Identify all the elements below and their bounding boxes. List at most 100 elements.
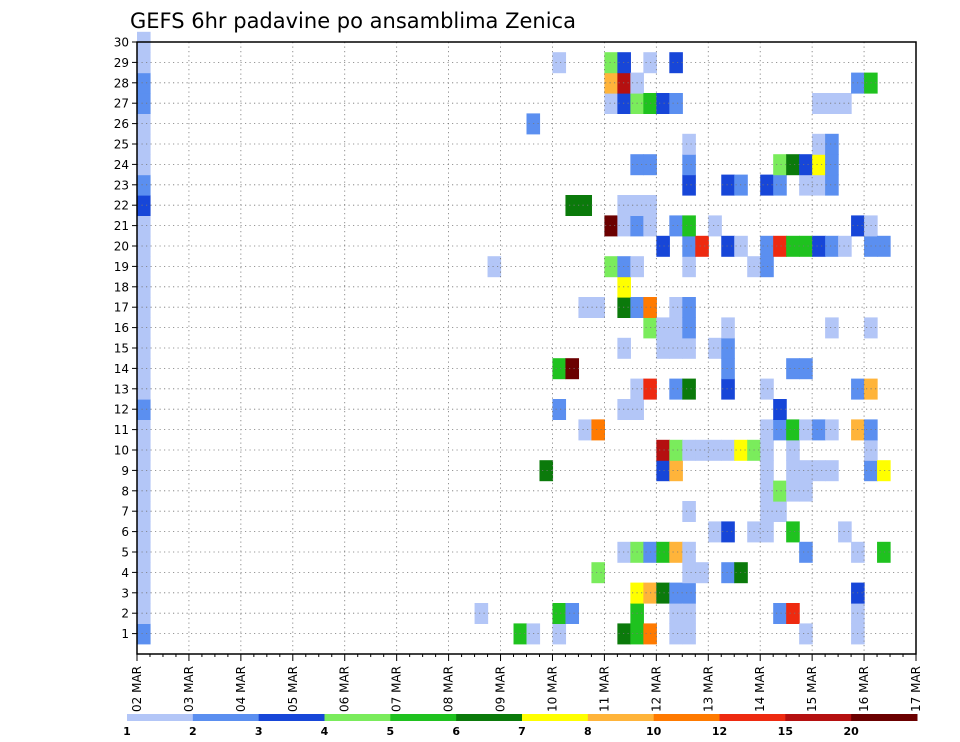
precip-cell [721, 521, 735, 543]
precip-cell [656, 337, 670, 359]
y-tick-label: 25 [114, 138, 129, 152]
y-tick-label: 14 [114, 362, 129, 376]
precip-cell [137, 113, 151, 135]
x-tick-label: 14 MAR [753, 666, 767, 712]
precip-cell [137, 52, 151, 74]
precip-cell [825, 460, 839, 482]
precip-cell [799, 235, 813, 257]
precip-cell [539, 460, 554, 482]
x-tick-label: 10 MAR [545, 666, 559, 712]
y-tick-label: 24 [114, 158, 129, 172]
precip-cell [669, 582, 683, 604]
precip-cell [682, 337, 696, 359]
precip-cell [137, 419, 151, 441]
precip-cell [669, 52, 683, 74]
precip-cell [760, 439, 774, 461]
legend-swatch [522, 714, 589, 721]
precip-cell [682, 215, 696, 237]
precip-cell [578, 419, 593, 441]
precip-cell [137, 276, 151, 298]
legend-label: 8 [584, 725, 592, 738]
precip-cell [721, 562, 735, 584]
legend-label: 5 [387, 725, 395, 738]
precip-cell [721, 317, 735, 339]
precip-cell [721, 174, 735, 196]
precip-cell [786, 154, 800, 176]
precip-cell [137, 154, 151, 176]
precip-cell [812, 460, 826, 482]
precip-cell [812, 93, 826, 114]
legend-swatch [587, 714, 655, 721]
y-tick-label: 15 [114, 342, 129, 356]
y-tick-label: 28 [114, 76, 129, 90]
precip-cell [552, 603, 567, 624]
legend-label: 12 [712, 725, 727, 738]
precip-cell [656, 439, 670, 461]
precip-cell [591, 562, 605, 584]
precip-cell [137, 256, 151, 278]
precip-cell [799, 174, 813, 196]
legend-swatch [785, 714, 852, 721]
precip-cell [552, 52, 567, 74]
precip-cell [708, 215, 722, 237]
x-tick-label: 07 MAR [390, 666, 404, 712]
legend-label: 4 [321, 725, 329, 738]
precip-cell [682, 501, 696, 522]
precip-cell [137, 541, 151, 563]
precip-cell [825, 174, 839, 196]
precip-cell [682, 297, 696, 318]
precip-cell [773, 501, 787, 522]
precip-cell [137, 133, 151, 155]
precip-cell [773, 419, 787, 441]
precip-cell [799, 623, 813, 645]
precip-cell [656, 582, 670, 604]
y-tick-label: 3 [121, 586, 129, 600]
precip-cell [137, 317, 151, 339]
precip-cell [682, 256, 696, 278]
precip-cell [137, 439, 151, 461]
precip-cell [656, 541, 670, 563]
legend-label: 3 [255, 725, 263, 738]
y-tick-label: 12 [114, 403, 129, 417]
x-tick-label: 06 MAR [338, 666, 352, 712]
legend: 1 2 3 4 5 6 7 8 10 12 15 20 [123, 714, 918, 738]
legend-swatch [258, 714, 325, 721]
precip-cell [137, 582, 151, 604]
precip-cell [825, 419, 839, 441]
precip-cell [565, 358, 580, 380]
precip-cell [669, 297, 683, 318]
legend-swatch [192, 714, 260, 721]
precip-cell [669, 541, 683, 563]
x-axis: 02 MAR 03 MAR 04 MAR 05 MAR 06 MAR 07 MAR 08 M… [130, 654, 923, 712]
x-tick-label: 09 MAR [494, 666, 508, 712]
precip-cell [604, 72, 618, 94]
legend-swatch [390, 714, 457, 721]
legend-swatch [851, 714, 918, 721]
precip-cell [773, 603, 787, 624]
precip-cell [838, 93, 852, 114]
y-tick-label: 20 [114, 240, 129, 254]
precip-cell [799, 358, 813, 380]
legend-label: 15 [778, 725, 793, 738]
precip-cell [604, 52, 618, 74]
precip-cell [604, 256, 618, 278]
precip-cell [656, 235, 670, 257]
precip-cell [137, 521, 151, 543]
precip-cell [760, 501, 774, 522]
precip-cell [682, 541, 696, 563]
precip-cell [591, 419, 605, 441]
precip-cell [799, 480, 813, 502]
precip-cell [695, 235, 709, 257]
precip-cell [656, 460, 670, 482]
precip-cell [786, 603, 800, 624]
precip-cell [812, 419, 826, 441]
y-tick-label: 18 [114, 280, 129, 294]
precip-cell [760, 174, 774, 196]
legend-swatch [324, 714, 391, 721]
precip-cell [682, 603, 696, 624]
precip-cell [137, 480, 151, 502]
precip-cell [137, 460, 151, 482]
y-tick-label: 5 [121, 546, 129, 560]
legend-label: 1 [123, 725, 131, 738]
